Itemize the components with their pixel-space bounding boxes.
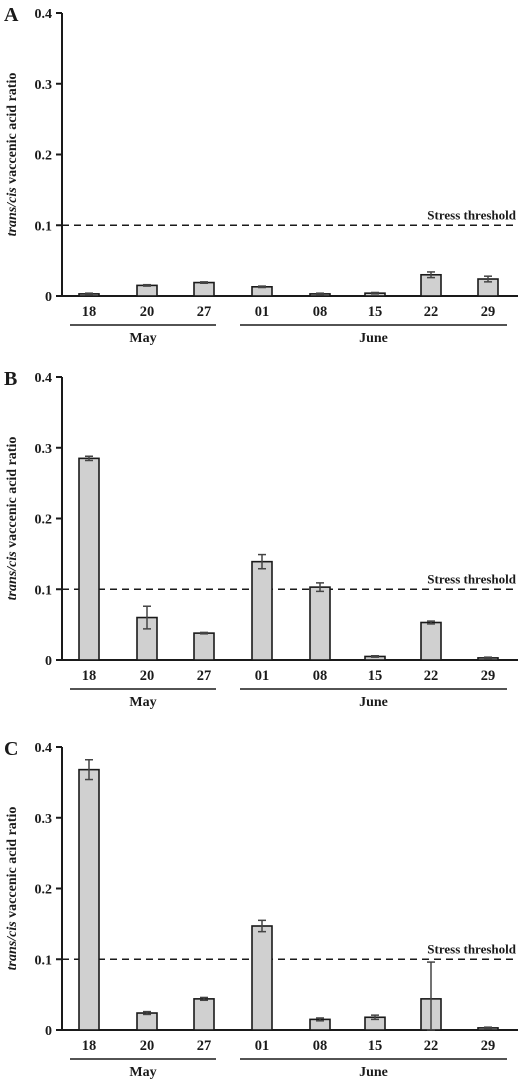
stress-threshold-label: Stress threshold: [427, 941, 516, 956]
group-label-may: May: [129, 1065, 156, 1080]
bar-20: [136, 1012, 158, 1031]
x-tick-label: 22: [424, 668, 439, 684]
stress-threshold-label: Stress threshold: [427, 571, 516, 586]
x-tick-label: 18: [82, 1038, 97, 1054]
x-tick-label: 22: [424, 1038, 439, 1054]
y-tick-label: 0: [45, 654, 52, 669]
y-axis-label-rest: vaccenic acid ratio: [5, 807, 20, 922]
y-tick-label: 0.4: [35, 371, 53, 386]
x-tick-label: 08: [313, 668, 328, 684]
y-tick-label: 0.2: [35, 149, 53, 164]
x-tick-label: 27: [197, 1038, 212, 1054]
x-tick-label: 20: [140, 304, 155, 320]
bar-18: [78, 768, 100, 1031]
x-tick-label: 01: [255, 668, 270, 684]
bar-27: [193, 998, 215, 1031]
group-label-june: June: [359, 695, 388, 710]
x-tick-label: 01: [255, 304, 270, 320]
y-axis-label-rest: vaccenic acid ratio: [5, 73, 20, 188]
bar-01: [251, 560, 273, 661]
group-label-may: May: [129, 331, 156, 346]
x-tick-label: 18: [82, 668, 97, 684]
x-tick-label: 15: [368, 1038, 383, 1054]
x-tick-label: 15: [368, 304, 383, 320]
x-tick-label: 22: [424, 304, 439, 320]
x-tick-label: 15: [368, 668, 383, 684]
x-tick-label: 27: [197, 304, 212, 320]
y-tick-label: 0.3: [35, 812, 53, 827]
x-tick-label: 08: [313, 1038, 328, 1054]
x-tick-label: 27: [197, 668, 212, 684]
panel-letter: A: [4, 4, 19, 26]
x-tick-label: 20: [140, 668, 155, 684]
x-tick-label: 29: [481, 304, 496, 320]
x-tick-label: 20: [140, 1038, 155, 1054]
y-axis-label: trans/cis vaccenic acid ratio: [5, 807, 20, 971]
y-axis-label-italic: trans/cis: [5, 551, 20, 601]
x-tick-label: 08: [313, 304, 328, 320]
x-tick-label: 29: [481, 1038, 496, 1054]
x-tick-label: 29: [481, 668, 496, 684]
bar-27: [193, 632, 215, 661]
y-tick-label: 0.2: [35, 513, 53, 528]
group-label-june: June: [359, 331, 388, 346]
y-axis-label-italic: trans/cis: [5, 187, 20, 237]
y-tick-label: 0.3: [35, 442, 53, 457]
y-axis-label: trans/cis vaccenic acid ratio: [5, 437, 20, 601]
x-tick-label: 18: [82, 304, 97, 320]
bar-08: [309, 586, 331, 661]
y-axis-label-rest: vaccenic acid ratio: [5, 437, 20, 552]
y-tick-label: 0.2: [35, 883, 53, 898]
bar-20: [136, 284, 158, 297]
y-tick-label: 0.3: [35, 78, 53, 93]
x-tick-label: 01: [255, 1038, 270, 1054]
y-axis-label: trans/cis vaccenic acid ratio: [5, 73, 20, 237]
bar-27: [193, 281, 215, 297]
bar-22: [420, 621, 442, 661]
y-tick-label: 0.4: [35, 741, 53, 756]
y-tick-label: 0.4: [35, 7, 53, 22]
y-tick-label: 0.1: [35, 219, 53, 234]
stress-threshold-label: Stress threshold: [427, 207, 516, 222]
y-tick-label: 0.1: [35, 953, 53, 968]
group-label-june: June: [359, 1065, 388, 1080]
y-axis-label-italic: trans/cis: [5, 921, 20, 971]
y-tick-label: 0: [45, 290, 52, 305]
group-label-may: May: [129, 695, 156, 710]
bar-18: [78, 457, 100, 661]
panel-letter: C: [4, 738, 18, 760]
y-tick-label: 0.1: [35, 583, 53, 598]
panel-letter: B: [4, 368, 17, 390]
y-tick-label: 0: [45, 1024, 52, 1039]
bar-01: [251, 925, 273, 1031]
